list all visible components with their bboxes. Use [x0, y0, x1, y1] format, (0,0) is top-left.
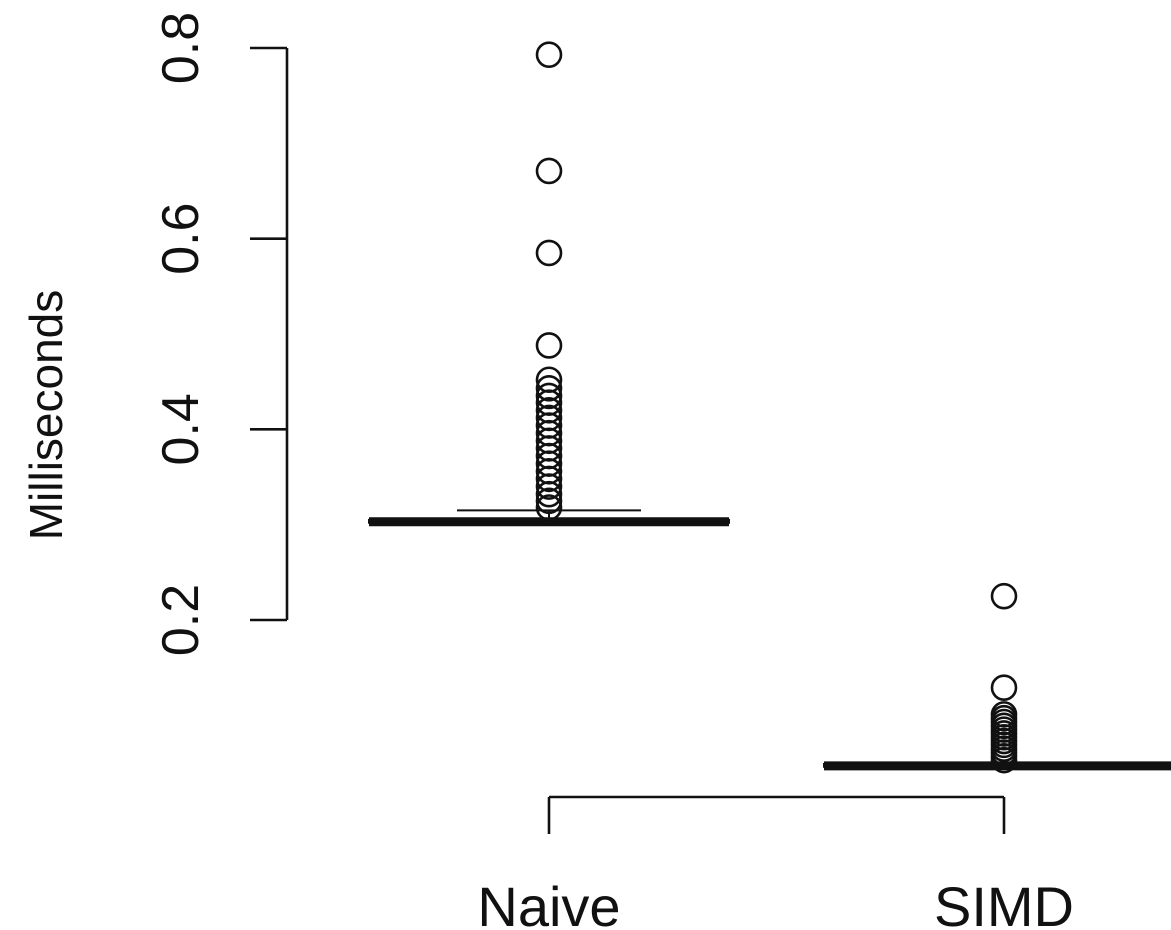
- box-naive: [368, 41, 730, 527]
- box-simd: [823, 582, 1171, 774]
- x-tick-label: Naive: [477, 875, 620, 930]
- outlier-point: [535, 239, 563, 267]
- outlier-point: [535, 465, 563, 493]
- y-axis-label: Milliseconds: [20, 290, 72, 541]
- outlier-point: [535, 480, 563, 508]
- x-axis: Naive SIMD: [477, 795, 1074, 930]
- outlier-point: [990, 582, 1018, 610]
- x-tick-label: SIMD: [934, 875, 1074, 930]
- y-tick-label: 0.8: [152, 12, 210, 84]
- y-tick-label: 0.4: [152, 393, 210, 465]
- outlier-point: [535, 332, 563, 359]
- outlier-point: [535, 375, 563, 402]
- outlier-point: [535, 41, 563, 68]
- plot-area: [368, 41, 1171, 774]
- outlier-point: [535, 494, 563, 521]
- outlier-point: [990, 674, 1018, 701]
- outlier-point: [535, 487, 563, 515]
- outlier-point: [990, 746, 1018, 774]
- outlier-point: [535, 473, 563, 500]
- y-tick-label: 0.6: [152, 203, 210, 275]
- y-axis: 0.2 0.4 0.6 0.8: [152, 12, 289, 656]
- outlier-point: [535, 157, 563, 185]
- outlier-point: [535, 382, 563, 410]
- y-tick-label: 0.2: [152, 584, 210, 656]
